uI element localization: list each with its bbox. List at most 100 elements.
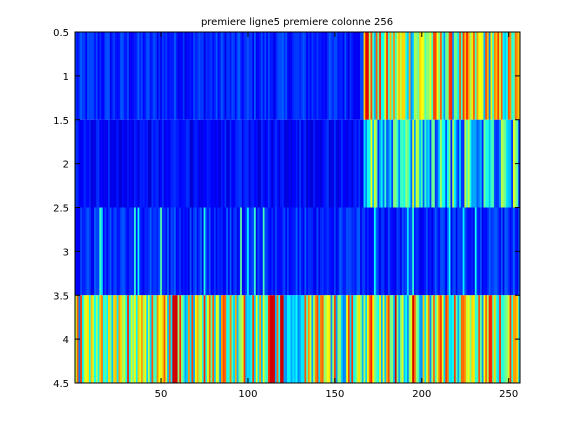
heatmap-cell [294, 207, 297, 296]
heatmap-cell [349, 119, 352, 208]
heatmap-cell [469, 119, 472, 208]
heatmap-cell [358, 207, 361, 296]
heatmap-cell [478, 119, 481, 208]
heatmap-cell [109, 207, 112, 296]
heatmap-cell [380, 119, 383, 208]
heatmap-cell [247, 32, 250, 120]
heatmap-cell [361, 32, 364, 120]
heatmap-cell [349, 32, 352, 120]
heatmap-cell [243, 119, 246, 208]
heatmap-cell [502, 32, 505, 120]
heatmap-cell [460, 32, 463, 120]
heatmap-cell [323, 32, 326, 120]
heatmap-cell [130, 207, 133, 296]
heatmap-cell [267, 32, 270, 120]
heatmap-cell [314, 32, 317, 120]
heatmap-cell [492, 295, 495, 383]
heatmap-cell [446, 295, 450, 383]
heatmap-cell [398, 32, 401, 120]
heatmap-cell [467, 295, 470, 383]
heatmap-cell [217, 32, 220, 120]
heatmap-cell [264, 207, 267, 296]
heatmap-cell [241, 207, 244, 296]
heatmap-cell [245, 32, 248, 120]
heatmap-cell [90, 32, 93, 120]
heatmap-cell [233, 207, 236, 296]
heatmap-cell [511, 295, 514, 383]
heatmap-cell [486, 32, 490, 120]
heatmap-cell [94, 32, 97, 120]
heatmap-cell [111, 295, 114, 383]
heatmap-cell [299, 119, 302, 208]
heatmap-cell [288, 295, 291, 383]
heatmap-cell [309, 207, 312, 296]
heatmap-cell [401, 295, 404, 383]
heatmap-cell [102, 295, 105, 383]
heatmap-cell [396, 295, 399, 383]
heatmap-cell [452, 295, 455, 383]
heatmap-cell [403, 32, 406, 120]
heatmap-cell [161, 119, 164, 208]
heatmap-cell [413, 32, 416, 120]
heatmap-cell [401, 32, 404, 120]
heatmap-cell [177, 207, 180, 296]
heatmap-cell [248, 119, 251, 208]
heatmap-cell [83, 207, 86, 296]
heatmap-cell [382, 32, 385, 120]
heatmap-cell [278, 119, 281, 208]
heatmap-cell [118, 207, 121, 296]
heatmap-cell [356, 295, 359, 383]
heatmap-cell [262, 295, 265, 383]
heatmap-cell [327, 119, 330, 208]
heatmap-cell [410, 295, 413, 383]
heatmap-cell [113, 119, 116, 208]
heatmap-cell [511, 119, 514, 208]
heatmap-cell [219, 119, 222, 208]
heatmap-cell [360, 295, 363, 383]
heatmap-cell [196, 32, 199, 120]
heatmap-cell [243, 295, 246, 383]
heatmap-cell [233, 119, 236, 208]
y-tick-label: 4 [63, 335, 69, 346]
heatmap-cell [236, 207, 239, 296]
heatmap-cell [128, 119, 131, 208]
heatmap-cell [210, 207, 213, 296]
heatmap-cell [285, 32, 288, 120]
heatmap-cell [314, 295, 317, 383]
heatmap-cell [137, 119, 140, 208]
heatmap-cell [181, 32, 184, 120]
heatmap-cell [106, 119, 109, 208]
heatmap-cell [158, 32, 161, 120]
heatmap-cell [387, 119, 390, 208]
heatmap-cell [271, 207, 274, 296]
heatmap-cell [156, 207, 159, 296]
heatmap-cell [426, 32, 429, 120]
heatmap-cell [266, 32, 269, 120]
heatmap-cell [506, 32, 509, 120]
heatmap-cell [358, 119, 361, 208]
heatmap-cell [281, 32, 284, 120]
heatmap-cell [179, 32, 182, 120]
heatmap-cell [193, 32, 196, 120]
heatmap-cell [261, 119, 264, 208]
heatmap-cell [347, 32, 350, 120]
heatmap-cell [513, 119, 516, 208]
heatmap-cell [273, 32, 276, 120]
heatmap-cell [160, 295, 163, 383]
heatmap-cell [351, 207, 354, 296]
heatmap-cell [422, 119, 425, 208]
heatmap-cell [132, 32, 135, 120]
heatmap-cell [148, 119, 151, 208]
heatmap-cell [363, 119, 366, 208]
heatmap-cell [513, 295, 516, 383]
heatmap-cell [148, 295, 151, 383]
heatmap-cell [174, 119, 177, 208]
heatmap-cell [101, 207, 104, 296]
heatmap-cell [248, 207, 251, 296]
heatmap-cell [504, 295, 507, 383]
heatmap-cell [387, 295, 390, 383]
heatmap-cell [340, 207, 343, 296]
heatmap-cell [372, 119, 375, 208]
heatmap-cell [104, 295, 107, 383]
heatmap-cell [278, 295, 281, 383]
